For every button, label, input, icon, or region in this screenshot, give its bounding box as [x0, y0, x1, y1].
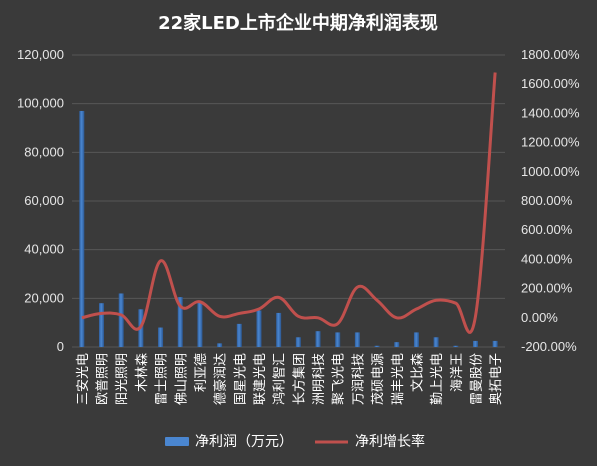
- category-label: 奥拓电子: [489, 353, 504, 405]
- left-tick-label: 40,000: [24, 242, 64, 257]
- gridlines: [72, 54, 505, 348]
- chart-title: 22家LED上市企业中期净利润表现: [158, 12, 438, 34]
- bar-国星光电: [236, 323, 242, 347]
- category-label: 利亚德: [194, 353, 209, 392]
- left-tick-label: 0: [57, 339, 64, 354]
- category-label: 聚飞光电: [332, 353, 347, 405]
- left-tick-label: 120,000: [17, 47, 64, 62]
- bar-欧普照明: [99, 303, 105, 347]
- category-label: 文比森: [410, 353, 425, 392]
- bar-利亚德: [197, 301, 203, 347]
- legend-line-label: 净利增长率: [355, 433, 425, 450]
- left-tick-label: 80,000: [24, 144, 64, 159]
- bar-阳光照明: [118, 293, 124, 347]
- bar-海洋王: [453, 345, 459, 347]
- category-axis: 三安光电 欧普照明 阳光照明 木林森 雷士照明 佛山照明 利亚德 德豪润达 国星光电 联建光电 鸿利…: [76, 353, 504, 405]
- bar-奥拓电子: [492, 340, 498, 347]
- category-label: 雷士照明: [155, 353, 170, 405]
- bar-聚飞光电: [335, 332, 341, 347]
- category-label: 欧普照明: [96, 353, 111, 405]
- right-y-axis: -200.00% 0.00% 200.00% 400.00% 600.00% 800.00…: [521, 47, 580, 354]
- bar-万润科技: [354, 332, 360, 347]
- legend: 净利润（万元） 净利增长率: [165, 433, 425, 450]
- bar-瑞丰光电: [394, 342, 400, 347]
- bar-联建光电: [256, 310, 262, 347]
- category-label: 勤上光电: [430, 353, 445, 405]
- legend-bar-label: 净利润（万元）: [195, 434, 293, 450]
- left-tick-label: 100,000: [17, 96, 64, 111]
- category-label: 万润科技: [351, 353, 366, 405]
- bar-鸿利智汇: [276, 312, 282, 347]
- right-tick-label: 400.00%: [521, 251, 573, 266]
- category-label: 国星光电: [233, 353, 248, 405]
- right-tick-label: 800.00%: [521, 193, 573, 208]
- bar-三安光电: [79, 110, 85, 347]
- bar-长方集团: [295, 337, 301, 347]
- category-label: 阳光照明: [115, 353, 130, 405]
- legend-bar-swatch: [165, 437, 189, 446]
- category-label: 雷曼股份: [469, 353, 484, 405]
- right-tick-label: 200.00%: [521, 281, 573, 296]
- bar-茂硕电源: [374, 345, 380, 347]
- right-tick-label: 1600.00%: [521, 76, 580, 91]
- category-label: 佛山照明: [174, 353, 189, 405]
- right-tick-label: 0.00%: [521, 310, 558, 325]
- category-label: 洲明科技: [312, 353, 327, 405]
- line-series: [81, 72, 497, 334]
- left-tick-label: 60,000: [24, 193, 64, 208]
- category-label: 德豪润达: [213, 353, 229, 405]
- category-label: 茂硕电源: [371, 353, 386, 405]
- category-label: 海洋王: [450, 353, 465, 392]
- bar-series: [79, 110, 498, 347]
- right-tick-label: 1000.00%: [521, 164, 580, 179]
- category-label: 长方集团: [291, 353, 307, 405]
- category-label: 联建光电: [253, 353, 268, 405]
- bar-德豪润达: [217, 343, 223, 347]
- left-y-axis: 0 20,000 40,000 60,000 80,000 100,000 120,000: [17, 47, 64, 354]
- category-label: 三安光电: [76, 353, 91, 405]
- right-tick-label: 1800.00%: [521, 47, 580, 62]
- right-tick-label: 600.00%: [521, 222, 573, 237]
- bar-洲明科技: [315, 331, 321, 347]
- left-tick-label: 20,000: [24, 290, 64, 305]
- bar-勤上光电: [433, 337, 439, 347]
- bar-佛山照明: [177, 297, 183, 347]
- bar-雷曼股份: [472, 340, 478, 347]
- category-label: 瑞丰光电: [391, 353, 406, 405]
- category-label: 木林森: [135, 353, 150, 392]
- bar-文比森: [413, 332, 419, 347]
- right-tick-label: -200.00%: [521, 339, 577, 354]
- bar-雷士照明: [158, 327, 164, 347]
- right-tick-label: 1400.00%: [521, 105, 580, 120]
- right-tick-label: 1200.00%: [521, 135, 580, 150]
- category-label: 鸿利智汇: [272, 353, 288, 405]
- growth-rate-line: [81, 72, 497, 334]
